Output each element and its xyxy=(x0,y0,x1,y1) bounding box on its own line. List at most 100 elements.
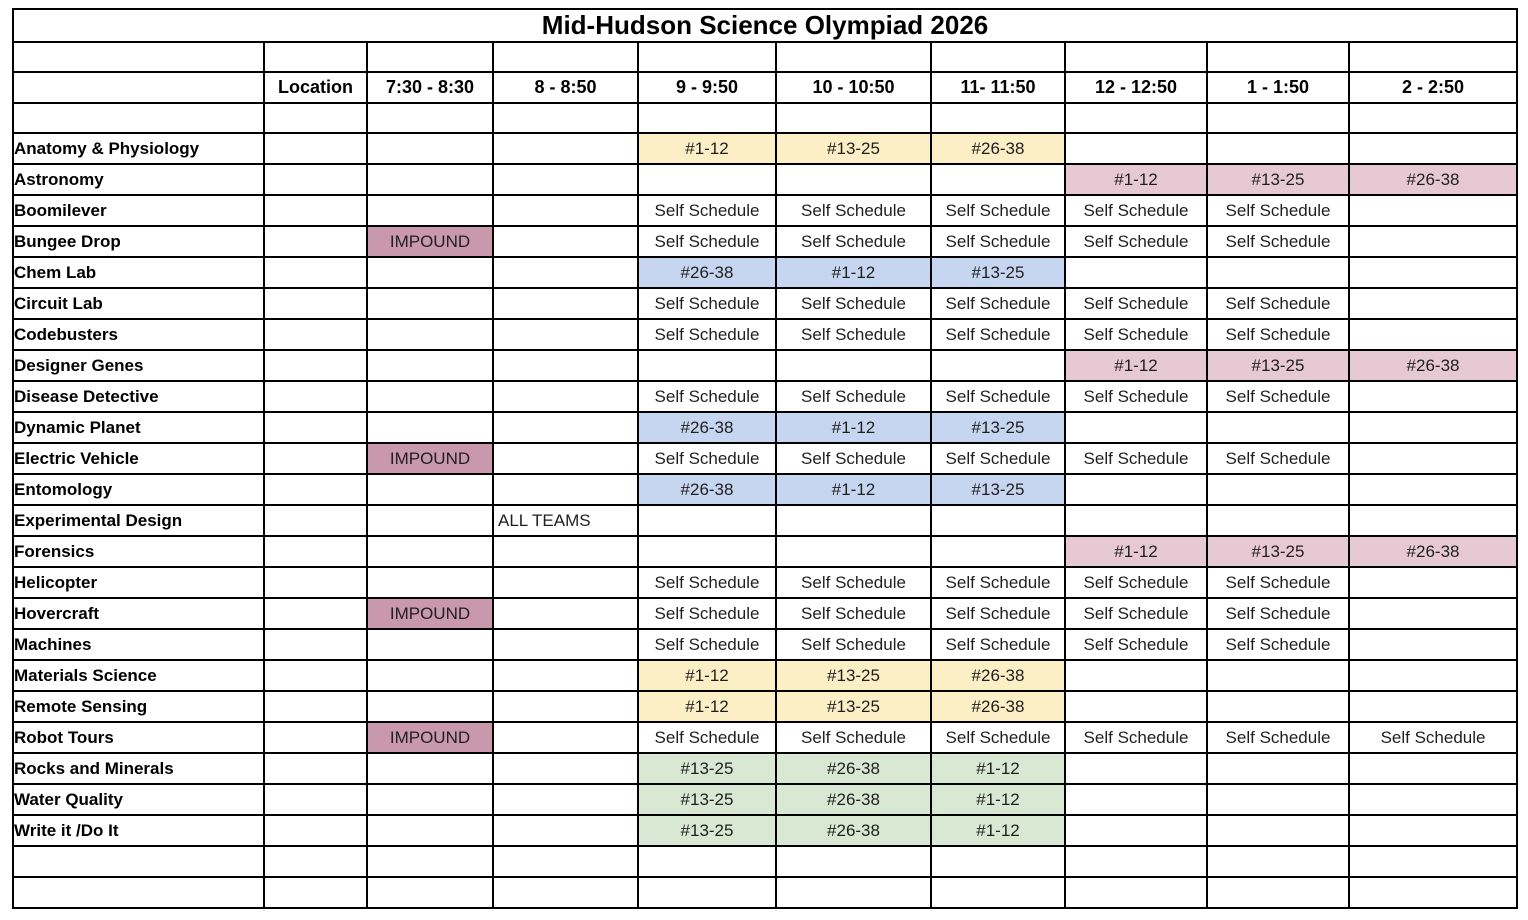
schedule-cell xyxy=(492,256,639,289)
schedule-cell xyxy=(1347,628,1519,661)
schedule-cell: Self Schedule xyxy=(1206,628,1350,661)
schedule-cell: #1-12 xyxy=(775,256,932,289)
schedule-cell: Self Schedule xyxy=(1206,194,1350,227)
empty-cell xyxy=(1064,845,1208,878)
schedule-cell: #13-25 xyxy=(637,814,777,847)
column-header: 10 - 10:50 xyxy=(775,71,932,104)
schedule-cell xyxy=(492,473,639,506)
schedule-cell xyxy=(366,256,494,289)
schedule-cell xyxy=(1064,659,1208,692)
location-cell xyxy=(263,628,368,661)
schedule-cell xyxy=(366,690,494,723)
schedule-cell xyxy=(492,752,639,785)
table-row: Machines Self Schedule Self Schedule Self S… xyxy=(12,628,1519,661)
schedule-cell xyxy=(492,194,639,227)
schedule-cell: Self Schedule xyxy=(775,442,932,475)
schedule-cell: Self Schedule xyxy=(775,380,932,413)
schedule-cell: #26-38 xyxy=(637,256,777,289)
event-name-cell: Designer Genes xyxy=(12,349,265,382)
location-cell xyxy=(263,535,368,568)
empty-cell xyxy=(1347,41,1519,73)
location-cell xyxy=(263,566,368,599)
schedule-cell: #26-38 xyxy=(1347,349,1519,382)
schedule-cell: Self Schedule xyxy=(1206,287,1350,320)
location-cell xyxy=(263,442,368,475)
empty-cell xyxy=(775,845,932,878)
schedule-cell: Self Schedule xyxy=(637,597,777,630)
schedule-cell: Self Schedule xyxy=(1064,225,1208,258)
schedule-cell: Self Schedule xyxy=(637,721,777,754)
schedule-cell xyxy=(492,163,639,196)
schedule-cell: Self Schedule xyxy=(930,442,1066,475)
schedule-cell: #1-12 xyxy=(930,783,1066,816)
location-cell xyxy=(263,597,368,630)
schedule-cell: Self Schedule xyxy=(1064,287,1208,320)
empty-cell xyxy=(1064,41,1208,73)
schedule-cell: Self Schedule xyxy=(637,628,777,661)
schedule-cell: #13-25 xyxy=(930,256,1066,289)
table-row: Astronomy #1-12 #13-25 #26-38 xyxy=(12,163,1519,196)
schedule-cell: #26-38 xyxy=(930,690,1066,723)
spacer-row xyxy=(12,876,1519,909)
corner-cell xyxy=(12,71,265,104)
table-row: Circuit Lab Self Schedule Self Schedule Sel… xyxy=(12,287,1519,320)
schedule-cell xyxy=(366,380,494,413)
schedule-cell xyxy=(366,628,494,661)
event-name-cell: Chem Lab xyxy=(12,256,265,289)
event-name-cell: Codebusters xyxy=(12,318,265,351)
empty-cell xyxy=(12,876,265,909)
event-name-cell: Dynamic Planet xyxy=(12,411,265,444)
empty-cell xyxy=(775,41,932,73)
event-name-cell: Machines xyxy=(12,628,265,661)
schedule-cell xyxy=(1347,659,1519,692)
schedule-cell: #1-12 xyxy=(637,132,777,165)
schedule-cell xyxy=(1064,256,1208,289)
table-row: Hovercraft IMPOUND Self Schedule Self Sched… xyxy=(12,597,1519,630)
column-header: 1 - 1:50 xyxy=(1206,71,1350,104)
empty-cell xyxy=(12,102,265,134)
schedule-cell xyxy=(366,473,494,506)
empty-cell xyxy=(637,102,777,134)
schedule-cell xyxy=(366,535,494,568)
table-row: Write it /Do It #13-25 #26-38 #1-12 xyxy=(12,814,1519,847)
schedule-cell: Self Schedule xyxy=(1064,442,1208,475)
schedule-cell: Self Schedule xyxy=(775,721,932,754)
location-cell xyxy=(263,225,368,258)
empty-cell xyxy=(492,102,639,134)
schedule-table: Mid-Hudson Science Olympiad 2026 Locatio… xyxy=(11,8,1519,909)
schedule-cell xyxy=(930,349,1066,382)
event-name-cell: Electric Vehicle xyxy=(12,442,265,475)
event-name-cell: Robot Tours xyxy=(12,721,265,754)
empty-cell xyxy=(492,41,639,73)
schedule-cell: Self Schedule xyxy=(930,566,1066,599)
schedule-cell xyxy=(1347,690,1519,723)
schedule-cell: #13-25 xyxy=(637,752,777,785)
schedule-cell xyxy=(1347,566,1519,599)
schedule-cell xyxy=(366,752,494,785)
table-row: Disease Detective Self Schedule Self Sched… xyxy=(12,380,1519,413)
empty-cell xyxy=(12,845,265,878)
schedule-cell xyxy=(366,318,494,351)
schedule-cell: ALL TEAMS xyxy=(492,504,639,537)
schedule-cell: Self Schedule xyxy=(1064,194,1208,227)
schedule-cell xyxy=(1064,504,1208,537)
empty-cell xyxy=(263,876,368,909)
schedule-cell xyxy=(1206,132,1350,165)
schedule-cell xyxy=(492,442,639,475)
schedule-cell: #13-25 xyxy=(775,690,932,723)
schedule-cell xyxy=(1347,597,1519,630)
schedule-cell: #26-38 xyxy=(775,752,932,785)
schedule-cell xyxy=(366,411,494,444)
schedule-cell: Self Schedule xyxy=(1206,318,1350,351)
schedule-cell: #1-12 xyxy=(775,411,932,444)
schedule-cell: Self Schedule xyxy=(1064,597,1208,630)
event-name-cell: Helicopter xyxy=(12,566,265,599)
location-cell xyxy=(263,194,368,227)
event-name-cell: Entomology xyxy=(12,473,265,506)
schedule-cell xyxy=(930,163,1066,196)
schedule-cell: Self Schedule xyxy=(1064,566,1208,599)
schedule-cell: #1-12 xyxy=(930,814,1066,847)
schedule-cell xyxy=(366,783,494,816)
table-row: Water Quality #13-25 #26-38 #1-12 xyxy=(12,783,1519,816)
table-row: Helicopter Self Schedule Self Schedule Self… xyxy=(12,566,1519,599)
